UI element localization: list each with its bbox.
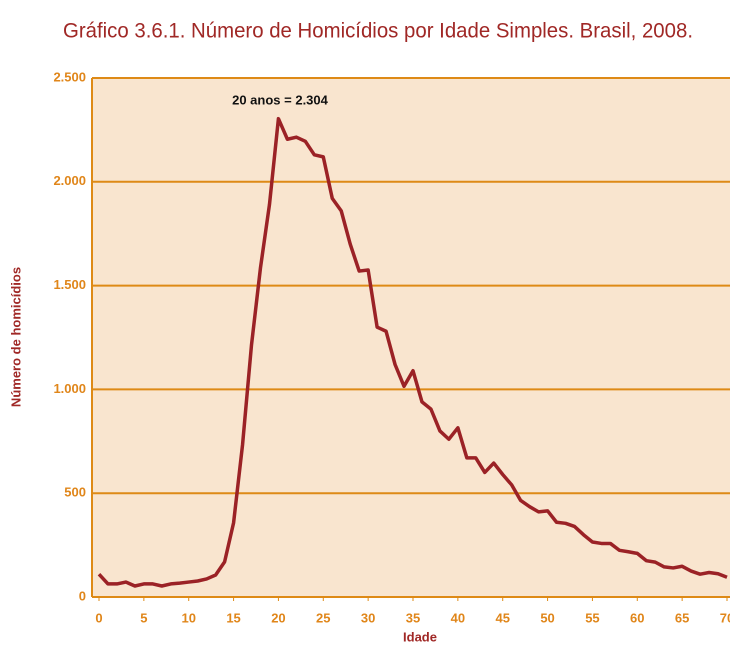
- x-tick-label: 25: [316, 610, 330, 625]
- y-tick-label: 1.500: [53, 277, 86, 292]
- x-tick-label: 60: [630, 610, 644, 625]
- x-tick-label: 5: [140, 610, 147, 625]
- annotation: 20 anos = 2.304: [232, 92, 329, 107]
- y-tick-label: 500: [64, 485, 86, 500]
- x-tick-label: 40: [451, 610, 465, 625]
- x-tick-label: 55: [585, 610, 599, 625]
- x-tick-label: 20: [271, 610, 285, 625]
- y-tick-label: 2.000: [53, 173, 86, 188]
- y-tick-label: 1.000: [53, 381, 86, 396]
- x-tick-label: 50: [540, 610, 554, 625]
- chart-title: Gráfico 3.6.1. Número de Homicídios por …: [63, 20, 693, 43]
- y-tick-label: 0: [79, 588, 86, 603]
- x-tick-label: 35: [406, 610, 420, 625]
- y-tick-label: 2.500: [53, 69, 86, 84]
- x-axis-label: Idade: [403, 629, 437, 644]
- x-tick-label: 30: [361, 610, 375, 625]
- x-tick-label: 65: [675, 610, 689, 625]
- x-tick-label: 15: [226, 610, 240, 625]
- x-tick-label: 10: [181, 610, 195, 625]
- x-tick-label: 45: [495, 610, 509, 625]
- plot-area: [92, 78, 730, 597]
- y-axis-label: Número de homicídios: [8, 267, 23, 407]
- x-tick-label: 70: [720, 610, 730, 625]
- x-tick-label: 0: [95, 610, 102, 625]
- data-line: [97, 116, 728, 588]
